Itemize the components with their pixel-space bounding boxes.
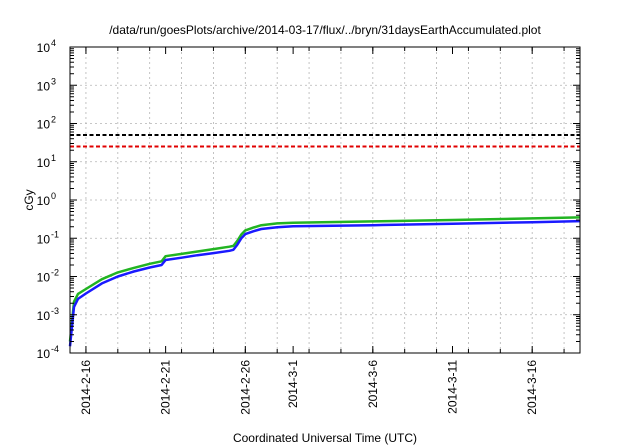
y-tick-exponent: 0 — [51, 191, 56, 201]
y-tick-base: 10 — [37, 271, 51, 285]
y-tick-label: 10 — [37, 271, 51, 285]
y-tick-label: 10 — [37, 194, 51, 208]
x-tick-label: 2014-2-16 — [79, 360, 93, 415]
x-tick-label: 2014-2-21 — [159, 360, 173, 415]
y-tick-exponent: -3 — [51, 306, 59, 316]
x-tick-label: 2014-3-6 — [366, 360, 380, 408]
y-tick-label: 10 — [37, 156, 51, 170]
x-tick-label: 2014-3-11 — [446, 360, 460, 414]
x-tick-label: 2014-3-1 — [286, 360, 300, 408]
series-lines — [68, 216, 581, 347]
grid — [70, 47, 580, 353]
y-tick-label: 10 — [37, 309, 51, 323]
y-tick-base: 10 — [37, 309, 51, 323]
y-tick-label: 10 — [37, 41, 51, 55]
y-tick-label: 10 — [37, 118, 51, 132]
y-tick-base: 10 — [37, 79, 51, 93]
y-tick-base: 10 — [37, 232, 51, 246]
y-tick-exponent: -1 — [51, 229, 59, 239]
y-tick-exponent: 2 — [51, 115, 56, 125]
y-tick-label: 10 — [37, 347, 51, 361]
y-tick-base: 10 — [37, 194, 51, 208]
y-tick-exponent: -2 — [51, 268, 59, 278]
y-tick-exponent: 1 — [51, 153, 56, 163]
y-axis-label: cGy — [22, 189, 36, 210]
y-tick-exponent: 3 — [51, 76, 56, 86]
x-tick-label: 2014-3-16 — [525, 360, 539, 415]
y-tick-base: 10 — [37, 347, 51, 361]
x-tick-label: 2014-2-26 — [238, 360, 252, 415]
y-tick-label: 10 — [37, 79, 51, 93]
x-axis-ticks: 2014-2-16 2014-2-21 2014-2-26 2014-3-1 2014-… — [79, 47, 565, 415]
y-tick-base: 10 — [37, 156, 51, 170]
series-line — [68, 219, 581, 347]
y-tick-exponent: 4 — [51, 38, 56, 48]
y-tick-base: 10 — [37, 118, 51, 132]
reference-lines — [70, 134, 580, 148]
y-tick-exponent: -4 — [51, 344, 59, 354]
y-tick-base: 10 — [37, 41, 51, 55]
chart-title: /data/run/goesPlots/archive/2014-03-17/f… — [109, 23, 541, 37]
y-tick-label: 10 — [37, 232, 51, 246]
x-axis-label: Coordinated Universal Time (UTC) — [233, 431, 417, 445]
series-line — [68, 216, 581, 342]
